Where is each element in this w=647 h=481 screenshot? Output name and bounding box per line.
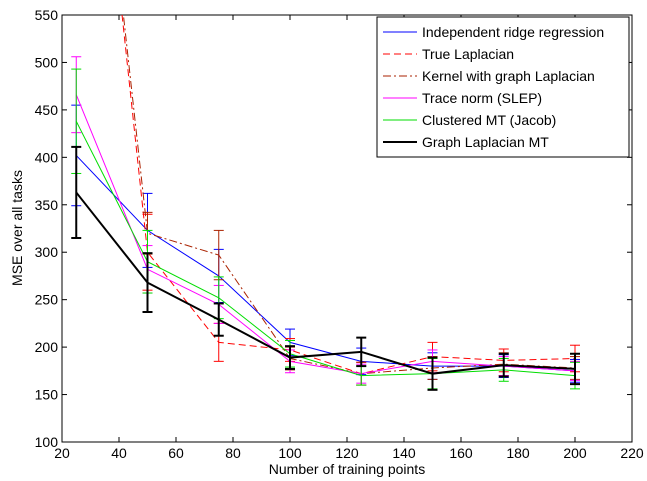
- series-line: [75, 121, 576, 377]
- y-tick-label: 450: [35, 102, 59, 118]
- y-tick-label: 100: [35, 434, 59, 450]
- y-tick-label: 300: [35, 244, 59, 260]
- x-tick-label: 180: [506, 445, 530, 461]
- x-tick-label: 120: [335, 445, 359, 461]
- x-tick-label: 200: [563, 445, 587, 461]
- legend-label: Graph Laplacian MT: [422, 134, 549, 150]
- legend-label: Kernel with graph Laplacian: [422, 68, 595, 84]
- legend-label: Independent ridge regression: [422, 24, 604, 40]
- x-tick-label: 160: [449, 445, 473, 461]
- y-axis-label: MSE over all tasks: [9, 170, 25, 286]
- y-tick-label: 150: [35, 387, 59, 403]
- legend-label: True Laplacian: [422, 46, 514, 62]
- legend-box: [376, 16, 630, 158]
- y-tick-label: 200: [35, 339, 59, 355]
- series-line: [122, 15, 576, 375]
- legend-label: Trace norm (SLEP): [422, 90, 542, 106]
- x-tick-label: 220: [620, 445, 644, 461]
- x-tick-label: 140: [392, 445, 416, 461]
- series-line: [75, 94, 576, 375]
- x-tick-label: 100: [278, 445, 302, 461]
- series-line: [75, 191, 576, 375]
- x-tick-label: 40: [111, 445, 127, 461]
- y-tick-label: 500: [35, 54, 59, 70]
- x-tick-label: 60: [168, 445, 184, 461]
- x-axis-label: Number of training points: [269, 461, 425, 477]
- series-layer: [71, 15, 580, 391]
- y-tick-label: 350: [35, 197, 59, 213]
- x-tick-label: 20: [54, 445, 70, 461]
- legend-label: Clustered MT (Jacob): [422, 112, 556, 128]
- x-tick-label: 80: [225, 445, 241, 461]
- y-tick-label: 400: [35, 149, 59, 165]
- y-tick-label: 550: [35, 7, 59, 23]
- axis-ticks: 20 40 60 80 100 120 140 160 180 200 220 100 150 200 25…: [35, 7, 644, 461]
- series-group: [71, 145, 580, 391]
- y-tick-label: 250: [35, 292, 59, 308]
- legend: Independent ridge regression True Laplaci…: [376, 16, 630, 158]
